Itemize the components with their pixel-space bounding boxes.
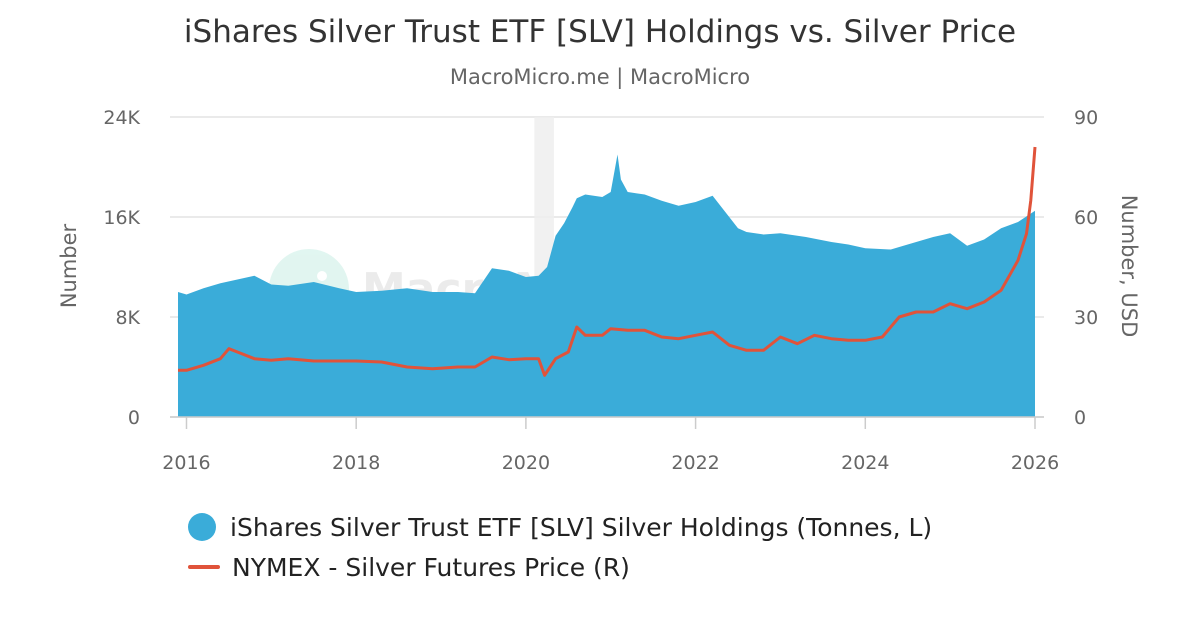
y-axis-left-title: Number: [57, 223, 81, 308]
y-left-tick-label: 8K: [115, 307, 140, 329]
y-left-tick-label: 0: [128, 407, 140, 429]
x-tick-label: 2026: [1011, 452, 1059, 474]
y-right-tick-label: 90: [1074, 107, 1098, 129]
x-axis: 2016 2018 2020 2022 2024 2026: [162, 416, 1059, 474]
legend-area-marker: [188, 513, 216, 541]
x-tick-label: 2022: [671, 452, 719, 474]
chart-subtitle: MacroMicro.me | MacroMicro: [449, 65, 751, 89]
x-tick-label: 2016: [162, 452, 210, 474]
legend-item-holdings[interactable]: iShares Silver Trust ETF [SLV] Silver Ho…: [188, 507, 932, 547]
y-axis-right: 0 30 60 90: [1074, 107, 1098, 429]
legend: iShares Silver Trust ETF [SLV] Silver Ho…: [188, 507, 932, 587]
silver-price-line: [178, 146, 1037, 377]
y-axis-left: 0 8K 16K 24K: [103, 107, 140, 429]
legend-price-label: NYMEX - Silver Futures Price (R): [232, 552, 630, 582]
y-right-tick-label: 30: [1074, 307, 1098, 329]
x-tick-label: 2020: [502, 452, 550, 474]
legend-holdings-label: iShares Silver Trust ETF [SLV] Silver Ho…: [230, 512, 933, 542]
y-axis-right-title: Number, USD: [1117, 195, 1141, 338]
y-right-tick-label: 60: [1074, 207, 1098, 229]
holdings-area: [178, 154, 1035, 417]
y-left-tick-label: 24K: [103, 107, 140, 129]
legend-item-price[interactable]: NYMEX - Silver Futures Price (R): [188, 547, 932, 587]
x-tick-label: 2024: [841, 452, 889, 474]
legend-line-marker: [188, 565, 220, 569]
y-left-tick-label: 16K: [103, 207, 140, 229]
x-tick-label: 2018: [332, 452, 380, 474]
y-right-tick-label: 0: [1074, 407, 1086, 429]
chart-title: iShares Silver Trust ETF [SLV] Holdings …: [183, 14, 1017, 50]
